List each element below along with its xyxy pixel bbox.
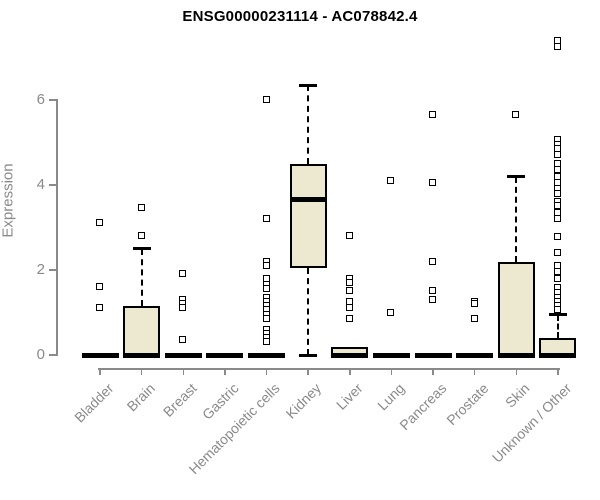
outlier-point [262,285,270,293]
median-line [81,352,119,358]
outlier-point [345,287,353,295]
x-axis-line [98,368,560,370]
x-category-label: Kidney [282,380,325,422]
outlier-point [179,336,187,344]
outlier-point [387,176,395,184]
outlier-point [429,287,437,295]
outlier-point [553,151,561,159]
outlier-point [553,249,561,256]
outlier-point [470,300,478,307]
x-axis-tick [473,368,476,375]
y-axis-tick [49,99,56,101]
x-axis-tick [307,368,309,375]
upper-whisker-cap [132,247,151,251]
outlier-point [429,257,437,265]
box [497,261,535,355]
outlier-point [262,338,270,346]
outlier-point [262,215,270,222]
median-line [414,352,452,358]
outlier-point [387,308,395,316]
outlier-point [553,306,561,314]
outlier-point [553,42,561,50]
x-axis-tick [182,368,185,375]
outlier-point [553,274,561,282]
outlier-point [470,314,478,322]
outlier-point [429,295,437,303]
outlier-point [512,110,520,118]
median-line [539,352,577,358]
y-axis-tick [49,184,56,186]
median-line [248,352,286,358]
x-category-label: Lung [374,380,408,414]
x-category-label: Skin [502,380,533,411]
x-axis-tick [224,368,226,375]
x-axis-tick [140,368,143,375]
upper-whisker [307,85,310,164]
outlier-point [345,232,353,239]
y-axis-line [56,99,58,356]
x-axis-tick [99,368,101,375]
x-category-label: Unknown / Other [488,380,575,466]
outlier-point [553,190,561,198]
outlier-point [179,270,187,278]
x-axis-tick [265,368,268,375]
median-line [206,352,244,358]
x-category-label: Prostate [442,380,492,429]
y-axis-tick [49,269,56,271]
y-axis-tick [49,354,56,356]
box [289,163,327,268]
box [123,306,161,355]
upper-whisker [515,176,518,262]
outlier-point [179,304,187,312]
outlier-point [96,219,103,227]
outlier-point [429,178,437,186]
outlier-point [429,110,437,118]
outlier-point [96,304,103,312]
median-line [289,197,327,203]
median-line [331,352,369,358]
x-axis-tick [515,368,518,375]
upper-whisker [556,314,559,338]
outlier-point [553,232,561,240]
outlier-point [345,304,353,312]
outlier-point [137,232,145,239]
x-category-label: Liver [333,380,367,413]
x-axis-tick [557,368,559,375]
median-line [123,352,161,358]
outlier-point [137,204,145,212]
outlier-point [553,215,561,222]
y-tick-label: 4 [36,176,45,193]
x-category-label: Brain [123,380,158,415]
upper-whisker [140,248,143,307]
outlier-point [345,314,353,322]
outlier-point [96,283,103,290]
outlier-point [262,314,270,322]
outlier-point [262,261,270,269]
median-line [372,352,410,358]
upper-whisker-cap [548,313,567,317]
x-category-label: Bladder [70,380,117,426]
lower-whisker-cap [299,353,318,357]
upper-whisker-cap [299,83,318,87]
median-line [164,352,202,358]
outlier-point [345,278,353,286]
x-axis-tick [432,368,434,375]
x-axis-tick [390,368,393,375]
x-category-label: Breast [159,380,200,420]
y-tick-label: 0 [36,346,45,363]
y-tick-label: 6 [36,91,45,108]
median-line [497,352,535,358]
chart-title: ENSG00000231114 - AC078842.4 [182,8,418,25]
median-line [456,352,494,358]
lower-whisker [307,267,310,355]
x-axis-tick [349,368,351,375]
outlier-point [262,96,270,103]
upper-whisker-cap [507,175,526,178]
y-tick-label: 2 [36,261,45,278]
